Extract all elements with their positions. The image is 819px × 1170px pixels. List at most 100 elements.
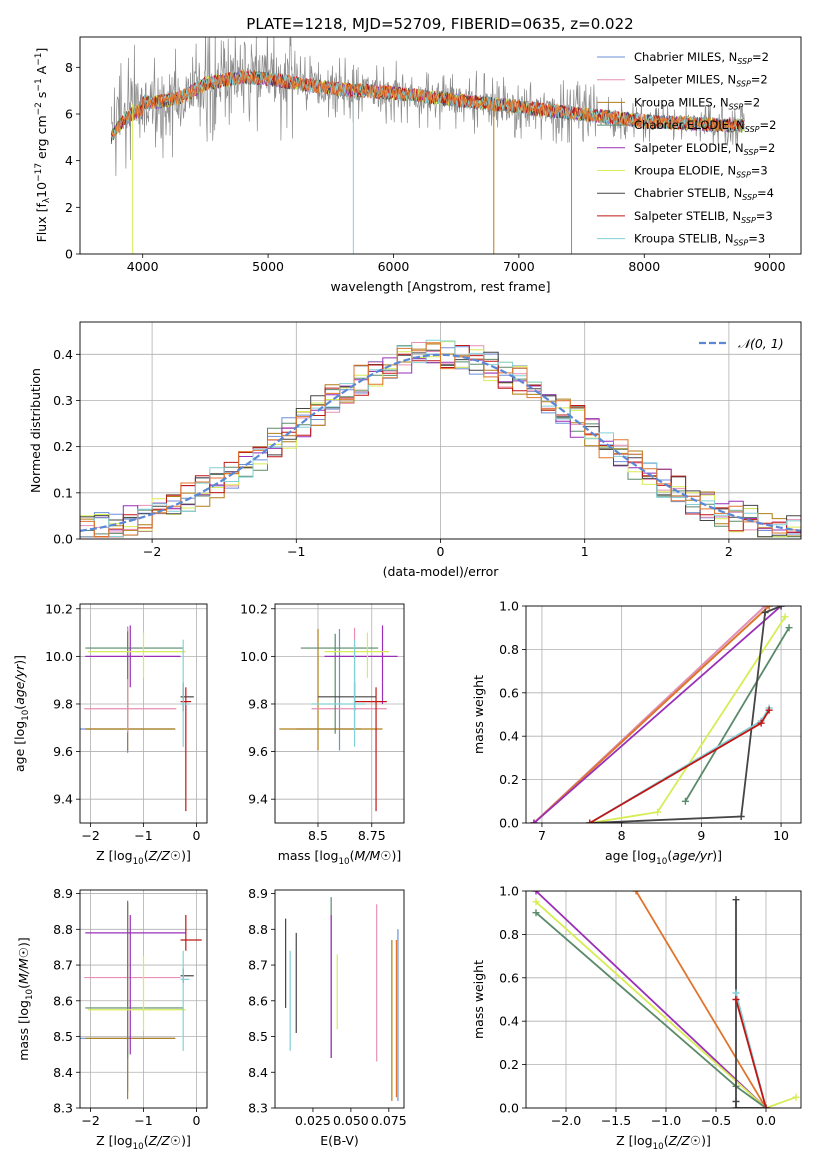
label-part: −17	[34, 163, 44, 182]
label-part: 10	[656, 857, 667, 867]
plot-area	[526, 891, 801, 1108]
label-part: ]	[34, 48, 49, 53]
y-tick-label: 8.8	[248, 922, 268, 937]
weight-marker	[732, 996, 740, 1003]
axes-frame	[79, 36, 802, 255]
weight-marker	[765, 706, 773, 714]
y-tick-label: 1.0	[499, 884, 519, 899]
weight-marker	[761, 606, 769, 610]
weight-line	[735, 999, 767, 1108]
label-part: Z/Z☉	[148, 1133, 182, 1148]
y-tick-label: 8.9	[53, 886, 73, 901]
weight-line	[589, 616, 786, 823]
legend-label: Kroupa ELODIE, NSSP=3	[634, 164, 768, 180]
label-part: (	[144, 1133, 149, 1148]
label-part: M/M☉	[16, 947, 31, 984]
histogram-step	[80, 342, 801, 538]
y-tick-label: 0.4	[499, 1014, 519, 1029]
x-tick-label: 7000	[503, 259, 535, 274]
y-tick-label: 8.3	[248, 1101, 268, 1116]
label-part: age [log	[605, 848, 656, 863]
y-tick-label: 0.8	[499, 642, 519, 657]
y-tick-label: 8.4	[248, 1065, 268, 1080]
label-part: )]	[181, 848, 191, 863]
y-tick-label: 1.0	[499, 599, 519, 614]
y-tick-label: 0	[65, 247, 73, 262]
x-axis-label: mass [log10(M/M☉)]	[278, 848, 402, 867]
y-tick-label: 0.6	[499, 685, 519, 700]
x-tick-label: 0	[437, 544, 445, 559]
weight-marker	[762, 1104, 770, 1108]
weight-marker	[732, 896, 740, 904]
x-tick-label: −1	[134, 828, 152, 843]
y-tick-label: 6	[65, 107, 73, 122]
label-part: SSP	[742, 193, 757, 202]
weight-marker	[586, 819, 594, 823]
y-tick-label: 0.8	[499, 927, 519, 942]
label-part: Chabrier STELIB, N	[634, 186, 742, 200]
y-tick-label: 8.6	[53, 993, 73, 1008]
x-axis-label: Z [log10(Z/Z☉)]	[616, 1133, 711, 1152]
label-part: −1	[34, 53, 44, 66]
y-tick-label: 8.6	[248, 993, 268, 1008]
y-tick-label: 9.8	[53, 696, 73, 711]
weight-marker	[737, 812, 745, 820]
y-tick-label: 8.8	[53, 922, 73, 937]
label-part: SSP	[736, 171, 751, 180]
label-part: )]	[712, 848, 722, 863]
x-tick-label: −2	[81, 828, 99, 843]
y-tick-label: 8.7	[53, 958, 73, 973]
label-part: SSP	[729, 102, 744, 111]
weight-marker	[654, 808, 662, 816]
y-tick-label: 8.3	[53, 1101, 73, 1116]
label-part: )]	[12, 655, 27, 665]
panel-age-vs-Z: −2 −1 09.49.69.810.010.2Z [log10(Z/Z☉)]age…	[12, 601, 208, 867]
y-tick-label: 8.9	[248, 886, 268, 901]
weight-line	[589, 606, 782, 823]
x-tick-label: −0.5	[701, 1113, 731, 1128]
label-part: (	[12, 705, 27, 710]
y-axis-label: age [log10(age/yr)]	[12, 655, 31, 772]
x-tick-label: 4000	[127, 259, 159, 274]
y-tick-label: 0.2	[499, 1057, 519, 1072]
weight-marker	[532, 909, 540, 917]
plot-area	[285, 897, 399, 1101]
y-tick-label: 9.4	[53, 792, 73, 807]
plot-area	[80, 890, 207, 1108]
label-part: 10	[653, 1142, 664, 1152]
y-axis-label: mass weight	[471, 675, 486, 754]
y-tick-label: 9.6	[53, 744, 73, 759]
y-tick-label: 0.0	[499, 816, 519, 831]
x-tick-label: 8.5	[308, 828, 328, 843]
label-part: −2	[34, 102, 44, 115]
legend-label: 𝒩(0, 1)	[738, 336, 784, 351]
panel-mass-vs-Z: −2 −1 08.38.48.58.68.78.88.9Z [log10(Z/Z☉)…	[16, 886, 208, 1152]
legend-label: Salpeter STELIB, NSSP=3	[634, 209, 773, 225]
label-part: age/yr	[12, 664, 27, 705]
x-tick-label: 1	[581, 544, 589, 559]
label-part: )]	[392, 848, 402, 863]
label-part: age/yr	[672, 848, 713, 863]
x-tick-label: 8000	[628, 259, 660, 274]
label-part: λ	[42, 197, 52, 203]
x-axis-label: wavelength [Angstrom, rest frame]	[330, 279, 550, 294]
weight-marker	[781, 613, 789, 621]
model-spectrum	[110, 69, 745, 139]
axes-frame	[525, 890, 802, 1109]
label-part: mass [log	[16, 1000, 31, 1061]
label-part: 10	[133, 857, 144, 867]
label-part: )]	[16, 937, 31, 947]
label-part: (	[144, 848, 149, 863]
label-part: Z/Z☉	[148, 848, 182, 863]
plot-area	[526, 606, 801, 823]
label-part: =2	[743, 95, 760, 109]
label-part: age [log	[12, 721, 27, 772]
label-part: =3	[756, 209, 773, 223]
legend-label: Kroupa MILES, NSSP=2	[634, 95, 760, 111]
panel-residuals: −2 −1 0 1 2 0.0 0.1 0.2 0.3 0.4 (data-model)/error…	[28, 321, 802, 579]
label-part: Z [log	[96, 848, 132, 863]
y-tick-label: 8.4	[53, 1065, 73, 1080]
y-tick-label: 0.3	[53, 393, 73, 408]
weight-marker	[632, 891, 640, 895]
